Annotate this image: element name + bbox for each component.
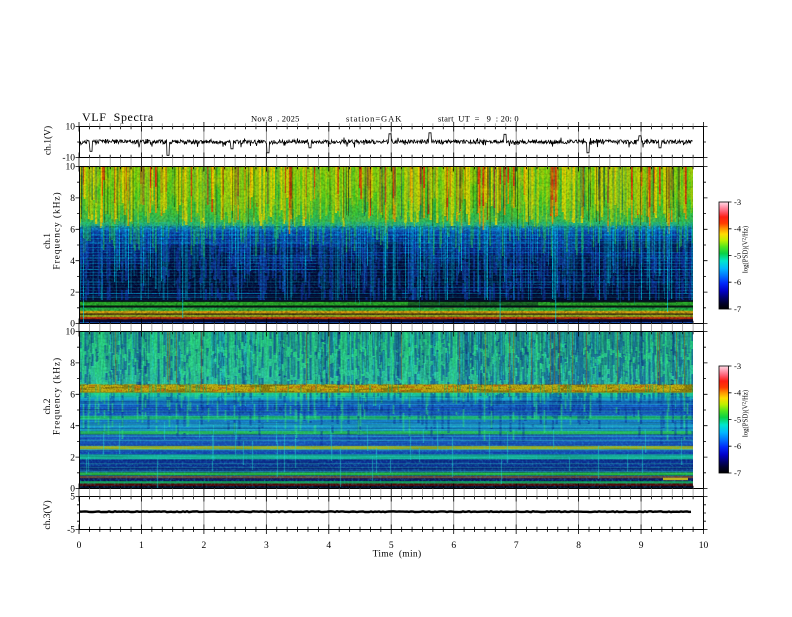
svg-text:Frequency (kHz): Frequency (kHz)	[52, 357, 63, 435]
svg-text:station=GAK: station=GAK	[346, 114, 402, 124]
svg-text:-7: -7	[734, 304, 741, 314]
svg-text:ch.1(V): ch.1(V)	[43, 126, 54, 155]
svg-text:10: 10	[699, 541, 709, 551]
svg-text:10: 10	[66, 328, 76, 338]
svg-text:ch.3(V): ch.3(V)	[42, 500, 53, 529]
svg-text:log(PSD)(V2/Hz): log(PSD)(V2/Hz)	[743, 226, 750, 273]
svg-text:5: 5	[389, 541, 394, 551]
svg-text:-7: -7	[734, 468, 741, 478]
svg-text:4: 4	[70, 422, 75, 432]
svg-text:8: 8	[70, 359, 75, 369]
svg-text:8: 8	[576, 541, 581, 551]
svg-text:6: 6	[451, 541, 456, 551]
svg-text:-4: -4	[734, 388, 742, 398]
svg-text:start UT = 9 : 20: 0: start UT = 9 : 20: 0	[438, 114, 519, 124]
svg-text:10: 10	[66, 123, 76, 133]
svg-text:ch.1: ch.1	[43, 233, 53, 249]
svg-text:2: 2	[202, 541, 207, 551]
svg-text:ch.2: ch.2	[43, 398, 53, 414]
svg-text:-10: -10	[62, 154, 75, 164]
svg-text:2: 2	[70, 453, 75, 463]
svg-text:-5: -5	[734, 414, 741, 424]
svg-text:0: 0	[70, 485, 75, 495]
svg-text:3: 3	[264, 541, 269, 551]
svg-text:log(PSD)(V2/Hz): log(PSD)(V2/Hz)	[743, 390, 750, 437]
svg-text:-4: -4	[734, 224, 742, 234]
svg-text:-3: -3	[734, 197, 741, 207]
svg-text:7: 7	[514, 541, 519, 551]
svg-text:0: 0	[77, 541, 82, 551]
svg-text:6: 6	[70, 226, 75, 236]
svg-text:-5: -5	[67, 526, 75, 536]
svg-text:1: 1	[139, 541, 144, 551]
svg-text:Frequency (kHz): Frequency (kHz)	[52, 191, 63, 269]
svg-text:10: 10	[66, 163, 76, 173]
svg-text:Nov.8 . 2025: Nov.8 . 2025	[251, 114, 300, 124]
svg-text:5: 5	[70, 493, 75, 503]
svg-text:4: 4	[70, 257, 75, 267]
svg-text:4: 4	[326, 541, 331, 551]
svg-text:6: 6	[70, 391, 75, 401]
svg-text:-6: -6	[734, 441, 741, 451]
svg-text:-6: -6	[734, 277, 741, 287]
svg-text:8: 8	[70, 194, 75, 204]
svg-text:-3: -3	[734, 361, 741, 371]
svg-text:2: 2	[70, 288, 75, 298]
svg-text:9: 9	[639, 541, 644, 551]
svg-text:VLF Spectra: VLF Spectra	[82, 110, 154, 124]
svg-text:0: 0	[70, 320, 75, 330]
svg-text:Time (min): Time (min)	[373, 549, 422, 560]
svg-text:-5: -5	[734, 250, 741, 260]
